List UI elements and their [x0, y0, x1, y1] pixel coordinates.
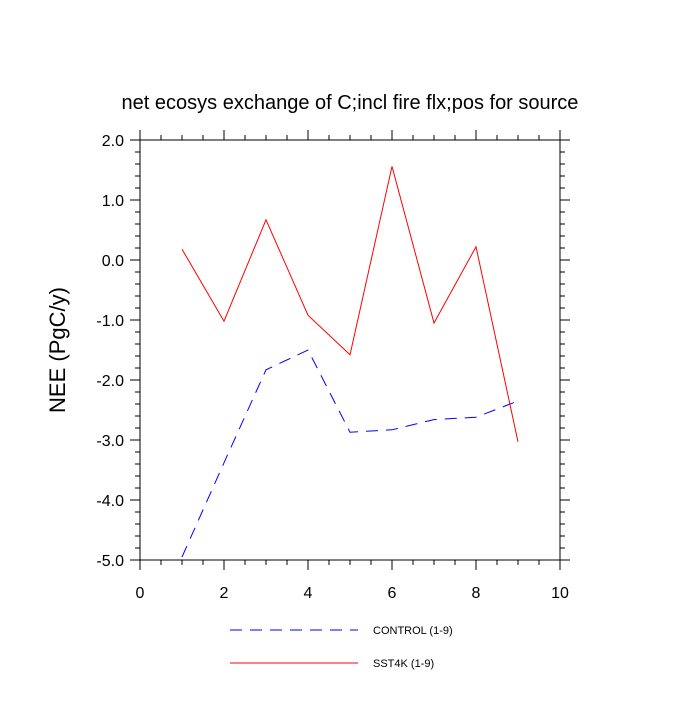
x-tick-label: 6 — [388, 585, 397, 602]
y-tick-label: -4.0 — [96, 493, 124, 510]
minor-ticks — [135, 135, 565, 565]
x-tick-label: 2 — [220, 585, 229, 602]
y-axis-label: NEE (PgC/y) — [45, 287, 70, 413]
legend-label-control: CONTROL (1-9) — [373, 625, 453, 637]
y-tick-label: -5.0 — [96, 553, 124, 570]
legend-label-sst4k: SST4K (1-9) — [373, 658, 434, 670]
x-tick-label: 8 — [472, 585, 481, 602]
y-tick-label: -1.0 — [96, 313, 124, 330]
plot-frame — [139, 139, 561, 561]
chart-title: net ecosys exchange of C;incl fire flx;p… — [122, 92, 579, 114]
legend: CONTROL (1-9) SST4K (1-9) — [230, 625, 453, 670]
series-line-sst4k — [181, 166, 519, 442]
y-tick-label: 2.0 — [102, 133, 124, 150]
x-tick-label: 0 — [136, 585, 145, 602]
x-tick-label: 4 — [304, 585, 313, 602]
y-tick-label: -2.0 — [96, 373, 124, 390]
major-ticks — [130, 130, 570, 570]
y-tick-label: 0.0 — [102, 253, 124, 270]
series-layer — [181, 166, 519, 558]
series-line-control — [181, 349, 519, 558]
x-tick-label: 10 — [551, 585, 569, 602]
y-tick-label: -3.0 — [96, 433, 124, 450]
tick-labels: -5.0 -4.0 -3.0 -2.0 -1.0 0.0 1.0 2.0 0 2 4 6 8 10 — [96, 133, 569, 602]
y-tick-label: 1.0 — [102, 193, 124, 210]
